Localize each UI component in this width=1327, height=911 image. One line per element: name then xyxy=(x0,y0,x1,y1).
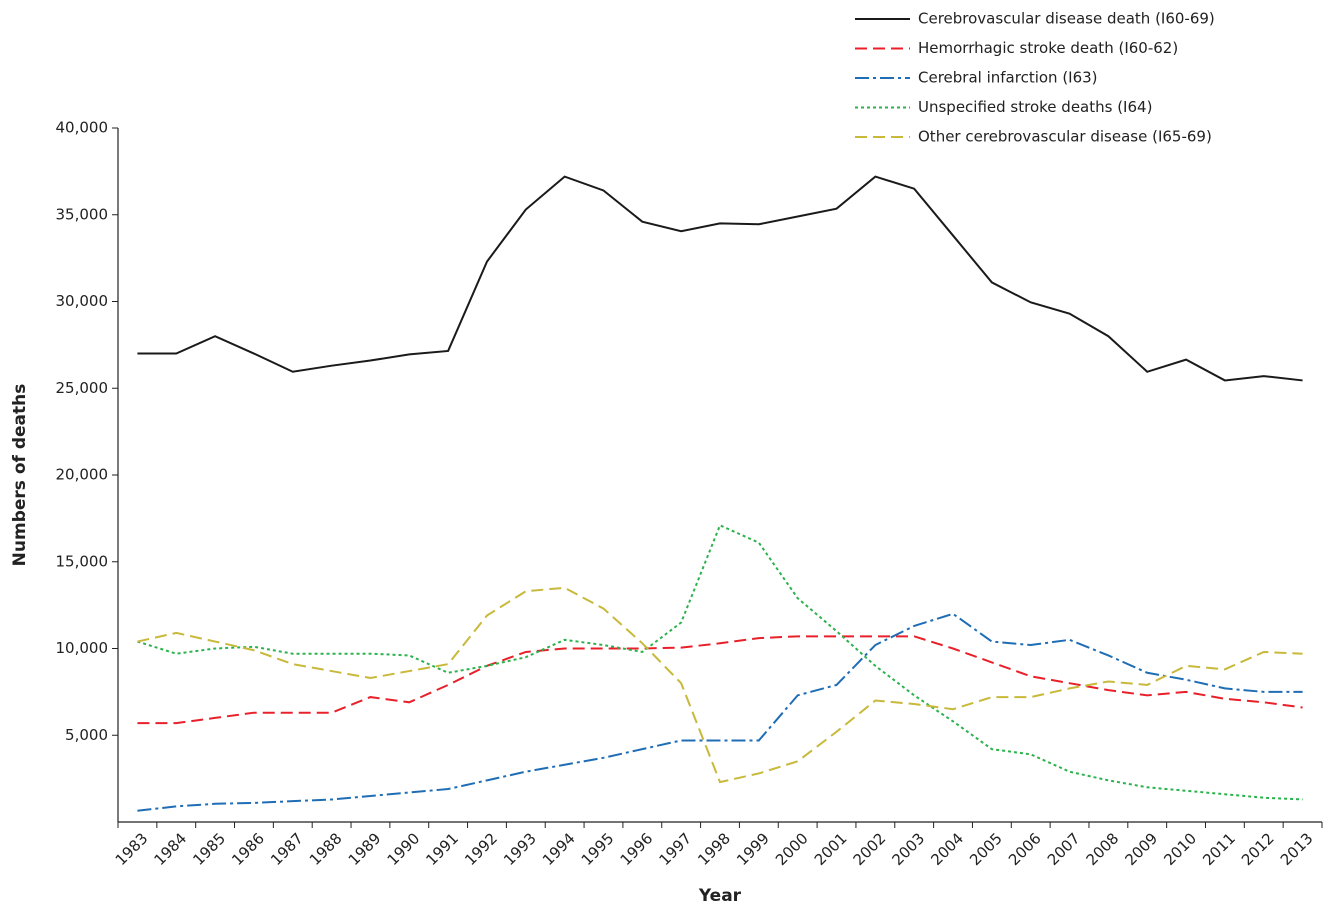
y-tick-label: 5,000 xyxy=(65,726,108,744)
series-line xyxy=(137,635,1303,725)
x-tick-label: 2006 xyxy=(1005,829,1045,869)
x-tick-label: 1984 xyxy=(151,829,191,869)
x-tick-label: 2012 xyxy=(1238,829,1278,869)
x-axis-title: Year xyxy=(698,886,742,906)
legend-label: Cerebral infarction (I63) xyxy=(918,69,1098,87)
legend-label: Cerebrovascular disease death (I60-69) xyxy=(918,10,1215,28)
x-tick-label: 2013 xyxy=(1277,829,1317,869)
x-tick-label: 1992 xyxy=(461,829,501,869)
y-axis-title: Numbers of deaths xyxy=(10,384,30,567)
x-tick-label: 2001 xyxy=(811,829,851,869)
x-tick-label: 2000 xyxy=(772,829,812,869)
x-tick-label: 2007 xyxy=(1044,829,1084,869)
series-line xyxy=(137,523,1303,801)
series-line xyxy=(137,586,1303,784)
x-tick-label: 1995 xyxy=(578,829,618,869)
x-tick-label: 1998 xyxy=(694,829,734,869)
x-tick-label: 2011 xyxy=(1199,829,1239,869)
legend-label: Hemorrhagic stroke death (I60-62) xyxy=(918,39,1178,57)
y-tick-label: 30,000 xyxy=(56,292,109,310)
x-tick-label: 2003 xyxy=(888,829,928,869)
x-tick-label: 2009 xyxy=(1122,829,1162,869)
x-tick-label: 2004 xyxy=(927,829,967,869)
legend-label: Other cerebrovascular disease (I65-69) xyxy=(918,128,1212,146)
x-tick-label: 2008 xyxy=(1083,829,1123,869)
x-tick-label: 1994 xyxy=(539,829,579,869)
series-line xyxy=(137,175,1303,382)
x-tick-label: 1991 xyxy=(422,829,462,869)
x-tick-label: 1999 xyxy=(733,829,773,869)
y-tick-label: 25,000 xyxy=(56,379,109,397)
legend-label: Unspecified stroke deaths (I64) xyxy=(918,98,1152,116)
y-tick-label: 20,000 xyxy=(56,466,109,484)
x-tick-label: 1988 xyxy=(306,829,346,869)
x-tick-label: 2002 xyxy=(850,829,890,869)
x-tick-label: 2005 xyxy=(966,829,1006,869)
x-tick-label: 1996 xyxy=(617,829,657,869)
y-tick-label: 40,000 xyxy=(56,119,109,137)
x-tick-label: 1993 xyxy=(500,829,540,869)
y-tick-label: 15,000 xyxy=(56,552,109,570)
x-tick-label: 1990 xyxy=(384,829,424,869)
x-tick-label: 2010 xyxy=(1160,829,1200,869)
x-tick-label: 1986 xyxy=(228,829,268,869)
x-tick-label: 1983 xyxy=(112,829,152,869)
x-tick-label: 1987 xyxy=(267,829,307,869)
y-tick-label: 10,000 xyxy=(56,639,109,657)
x-tick-label: 1985 xyxy=(189,829,229,869)
x-tick-label: 1989 xyxy=(345,829,385,869)
series-line xyxy=(137,612,1303,812)
y-tick-label: 35,000 xyxy=(56,205,109,223)
x-tick-label: 1997 xyxy=(655,829,695,869)
